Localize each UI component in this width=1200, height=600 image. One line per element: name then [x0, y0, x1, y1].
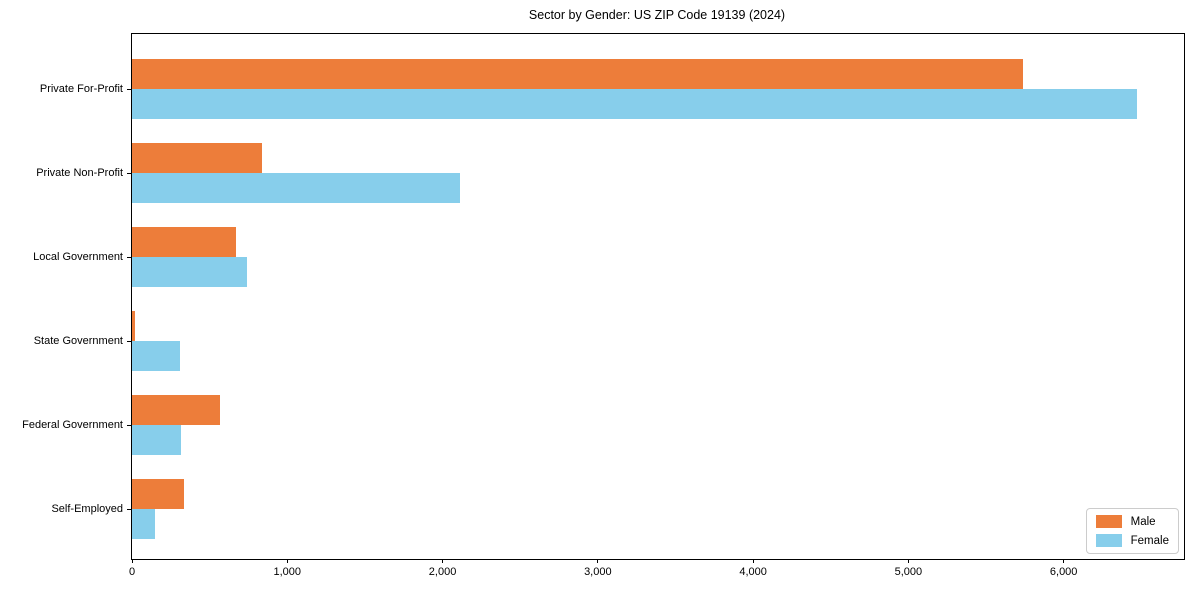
bar-male-self-employed: [132, 479, 184, 509]
y-tick-federal-government: [127, 424, 132, 426]
bar-female-state-government: [132, 341, 181, 371]
y-label-private-non-profit: Private Non-Profit: [36, 167, 123, 179]
x-tick-5000: [907, 559, 909, 563]
bar-female-private-non-profit: [132, 173, 460, 203]
y-label-self-employed: Self-Employed: [51, 503, 123, 515]
y-tick-private-non-profit: [127, 172, 132, 174]
bar-female-private-for-profit: [132, 89, 1137, 119]
bar-male-state-government: [132, 311, 136, 341]
x-tick-3000: [597, 559, 599, 563]
x-tick-2000: [442, 559, 444, 563]
x-tick-6000: [1063, 559, 1065, 563]
legend: Male Female: [1085, 508, 1179, 554]
plot-area: Private For-Profit Private Non-Profit Loca…: [22, 33, 1185, 578]
bar-male-local-government: [132, 227, 236, 257]
y-tick-local-government: [127, 256, 132, 258]
legend-swatch-female: [1095, 534, 1122, 547]
chart-title: Sector by Gender: US ZIP Code 19139 (202…: [528, 8, 786, 22]
bar-female-self-employed: [132, 509, 156, 539]
y-tick-private-for-profit: [127, 88, 132, 90]
legend-item-female: Female: [1095, 534, 1169, 547]
bar-male-private-non-profit: [132, 143, 263, 173]
y-tick-state-government: [127, 340, 132, 342]
x-tick-0: [131, 559, 133, 563]
bar-female-local-government: [132, 257, 247, 287]
bar-male-private-for-profit: [132, 59, 1024, 89]
x-tick-label-0: 0: [128, 566, 136, 578]
legend-label-female: Female: [1130, 534, 1169, 547]
x-tick-label-6000: 6,000: [1049, 566, 1078, 578]
x-tick-label-1000: 1,000: [273, 566, 302, 578]
bar-male-federal-government: [132, 395, 220, 425]
legend-label-male: Male: [1130, 515, 1156, 528]
legend-item-male: Male: [1095, 515, 1169, 528]
x-tick-label-4000: 4,000: [739, 566, 767, 578]
y-label-state-government: State Government: [33, 335, 123, 347]
x-tick-label-5000: 5,000: [894, 566, 923, 578]
y-label-local-government: Local Government: [33, 251, 123, 263]
x-tick-label-3000: 3,000: [584, 566, 612, 578]
x-tick-1000: [286, 559, 288, 563]
x-tick-label-2000: 2,000: [428, 566, 457, 578]
legend-swatch-male: [1095, 515, 1122, 528]
y-tick-self-employed: [127, 508, 132, 510]
x-tick-4000: [752, 559, 754, 563]
y-label-private-for-profit: Private For-Profit: [39, 83, 123, 95]
y-label-federal-government: Federal Government: [22, 419, 123, 431]
bar-female-federal-government: [132, 425, 181, 455]
